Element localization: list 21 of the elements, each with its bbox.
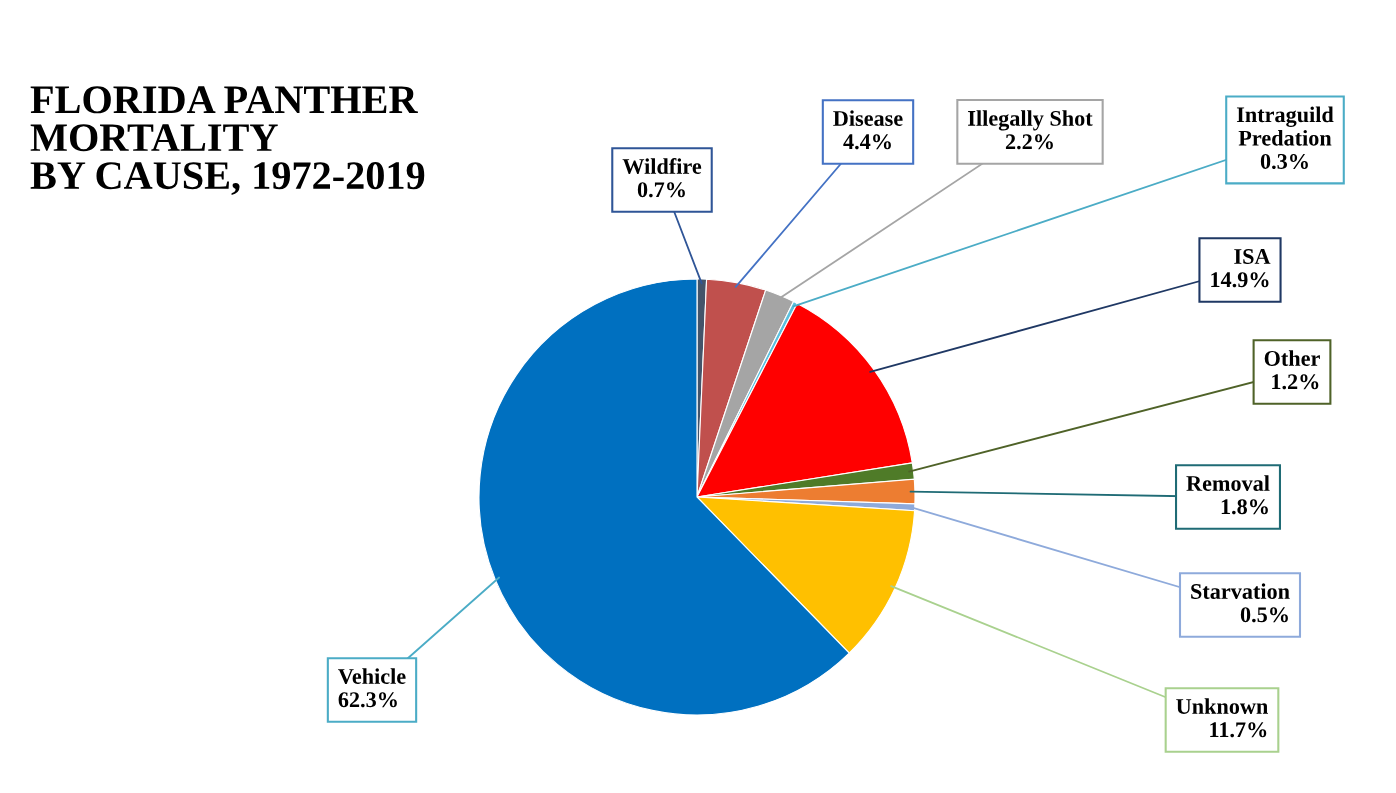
slice-label: Wildfire [622,158,702,175]
data-label: 0.7% [637,182,685,198]
data-label: 14.9% [1211,272,1269,288]
data-label: 4.4% [843,134,891,150]
slice-label: Disease [833,110,903,126]
data-label: 1.8% [1221,499,1268,515]
data-label: 62.3% [338,692,397,708]
data-label: 0.3% [1260,153,1308,169]
slice-label: Other [1264,350,1320,366]
data-label: 2.2% [1005,134,1053,150]
slice-label: Starvation [1191,583,1290,599]
slice-label: ISA [1234,249,1271,264]
slice-label: Unknown [1176,698,1268,714]
slice-label: Illegally Shot [968,110,1093,131]
chart-title: FLORIDA PANTHER MORTALITY BY CAUSE, 1972-2019 [30,86,425,196]
data-label: 0.5% [1240,607,1288,623]
slice-label: Removal [1186,475,1270,491]
data-label: 11.7% [1210,722,1267,738]
data-label: 1.2% [1272,374,1319,390]
slice-label: Intraguild Predation [1236,106,1334,146]
slice-label: Vehicle [338,668,406,685]
